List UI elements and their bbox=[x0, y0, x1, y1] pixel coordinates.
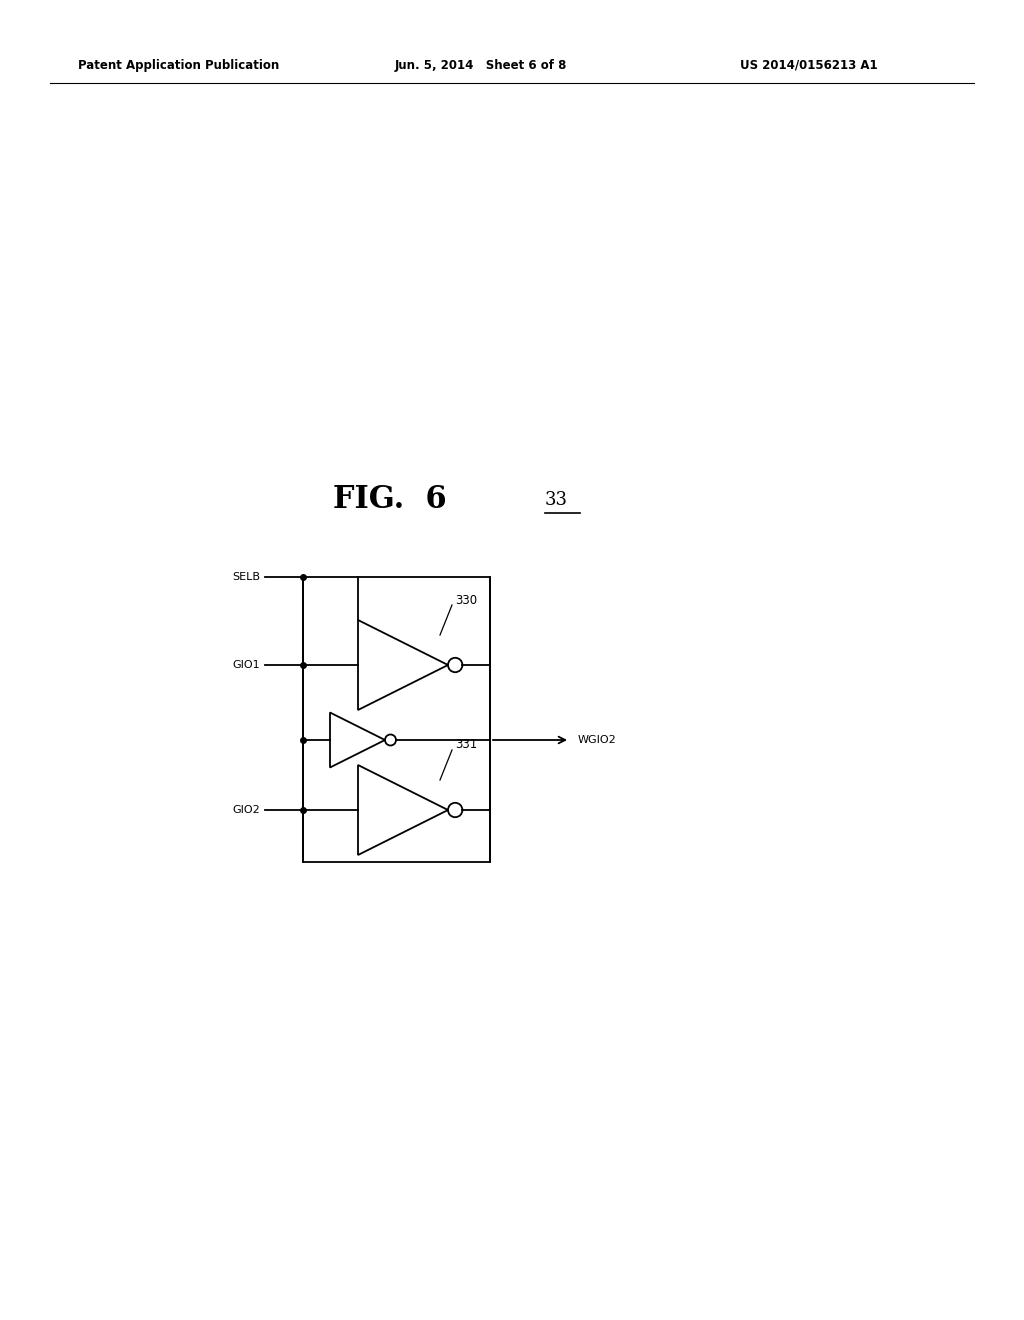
Text: Jun. 5, 2014   Sheet 6 of 8: Jun. 5, 2014 Sheet 6 of 8 bbox=[395, 58, 567, 71]
Text: Patent Application Publication: Patent Application Publication bbox=[78, 58, 280, 71]
Text: GIO1: GIO1 bbox=[232, 660, 260, 671]
Text: GIO2: GIO2 bbox=[232, 805, 260, 814]
Text: 33: 33 bbox=[545, 491, 568, 510]
Text: FIG.  6: FIG. 6 bbox=[333, 484, 446, 516]
Text: 331: 331 bbox=[455, 738, 477, 751]
Text: 330: 330 bbox=[455, 594, 477, 606]
Text: US 2014/0156213 A1: US 2014/0156213 A1 bbox=[740, 58, 878, 71]
Text: WGIO2: WGIO2 bbox=[578, 735, 616, 744]
Text: SELB: SELB bbox=[232, 572, 260, 582]
